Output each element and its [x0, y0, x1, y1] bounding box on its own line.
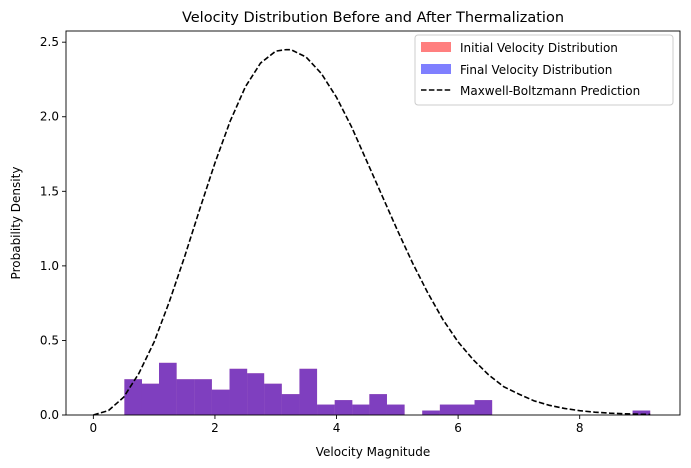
final-histogram-bar — [352, 404, 370, 415]
final-histogram-bar — [159, 362, 177, 415]
legend-label-initial: Initial Velocity Distribution — [460, 41, 618, 55]
legend: Initial Velocity Distribution Final Velo… — [414, 34, 674, 106]
x-axis-ticks: 0 2 4 6 8 — [90, 415, 584, 435]
y-axis-label: Probability Density — [9, 167, 23, 280]
chart-title: Velocity Distribution Before and After T… — [182, 10, 564, 26]
final-histogram-bar — [281, 394, 300, 415]
final-histogram-bar — [299, 368, 318, 415]
legend-swatch-final — [421, 64, 451, 74]
x-axis-label: Velocity Magnitude — [316, 445, 430, 459]
x-tick-label: 2 — [211, 421, 219, 435]
final-histogram-bar — [194, 379, 212, 415]
final-histogram-bar — [264, 383, 282, 415]
y-tick-label: 2.5 — [40, 35, 59, 49]
final-histogram-bar — [386, 404, 405, 415]
x-tick-label: 4 — [333, 421, 341, 435]
legend-label-prediction: Maxwell-Boltzmann Prediction — [460, 84, 640, 98]
y-tick-label: 0.0 — [40, 408, 59, 422]
axes — [65, 30, 681, 416]
final-histogram-bar — [632, 410, 651, 415]
legend-swatch-initial — [421, 42, 451, 52]
y-tick-label: 2.0 — [40, 110, 59, 124]
final-histogram-bar — [439, 404, 458, 415]
final-histogram-bar — [247, 373, 265, 415]
final-histogram-bar — [229, 368, 248, 415]
y-axis-ticks: 0.0 0.5 1.0 1.5 2.0 2.5 — [40, 35, 66, 422]
final-histogram-bar — [369, 394, 387, 415]
final-histogram-bar — [334, 400, 353, 415]
plot-frame — [65, 30, 681, 416]
maxwell-boltzmann-line — [93, 48, 651, 416]
legend-label-final: Final Velocity Distribution — [460, 63, 612, 77]
y-tick-label: 0.5 — [40, 333, 59, 347]
final-histogram-bar — [124, 379, 142, 415]
y-tick-label: 1.0 — [40, 259, 59, 273]
final-histogram-bar — [211, 389, 230, 415]
prediction-line-layer — [93, 48, 651, 416]
x-tick-label: 6 — [454, 421, 462, 435]
x-tick-label: 0 — [90, 421, 98, 435]
final-histogram-bar — [457, 404, 475, 415]
legend-frame — [414, 34, 674, 106]
final-histogram-bar — [176, 379, 195, 415]
final-histogram-bar — [141, 383, 160, 415]
x-tick-label: 8 — [576, 421, 584, 435]
final-histogram-bar — [474, 400, 493, 415]
final-histogram-bar — [422, 410, 440, 415]
final-histogram-bar — [317, 404, 335, 415]
histogram-bars — [124, 362, 651, 415]
y-tick-label: 1.5 — [40, 184, 59, 198]
